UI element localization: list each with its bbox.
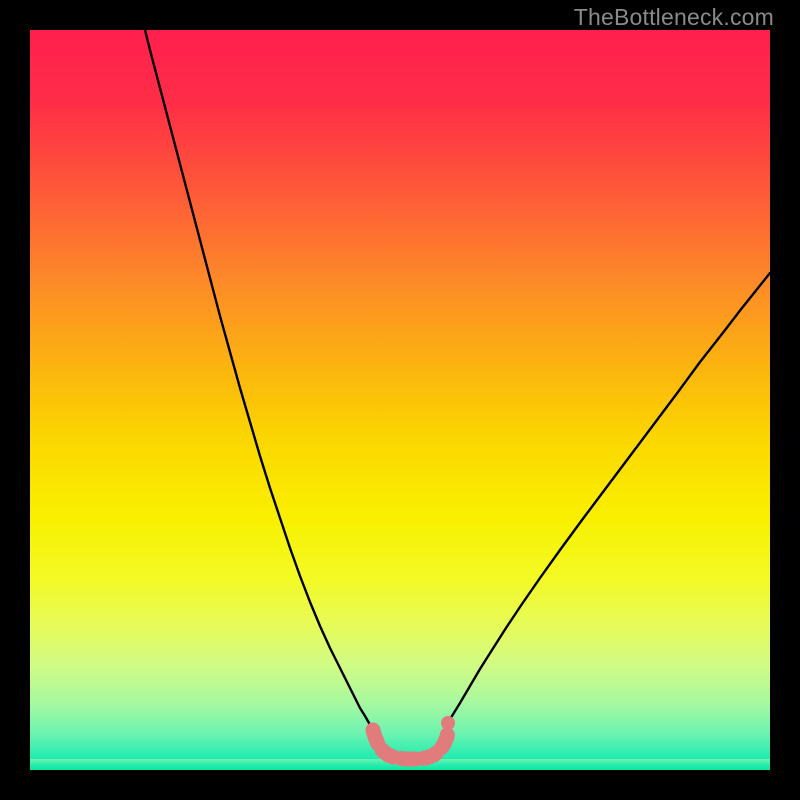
chart-svg (30, 30, 770, 770)
outer-frame: TheBottleneck.com (0, 0, 800, 800)
trough-marker (441, 716, 455, 730)
gradient-background (30, 30, 770, 770)
plot-area (30, 30, 770, 770)
watermark-text: TheBottleneck.com (574, 4, 774, 31)
